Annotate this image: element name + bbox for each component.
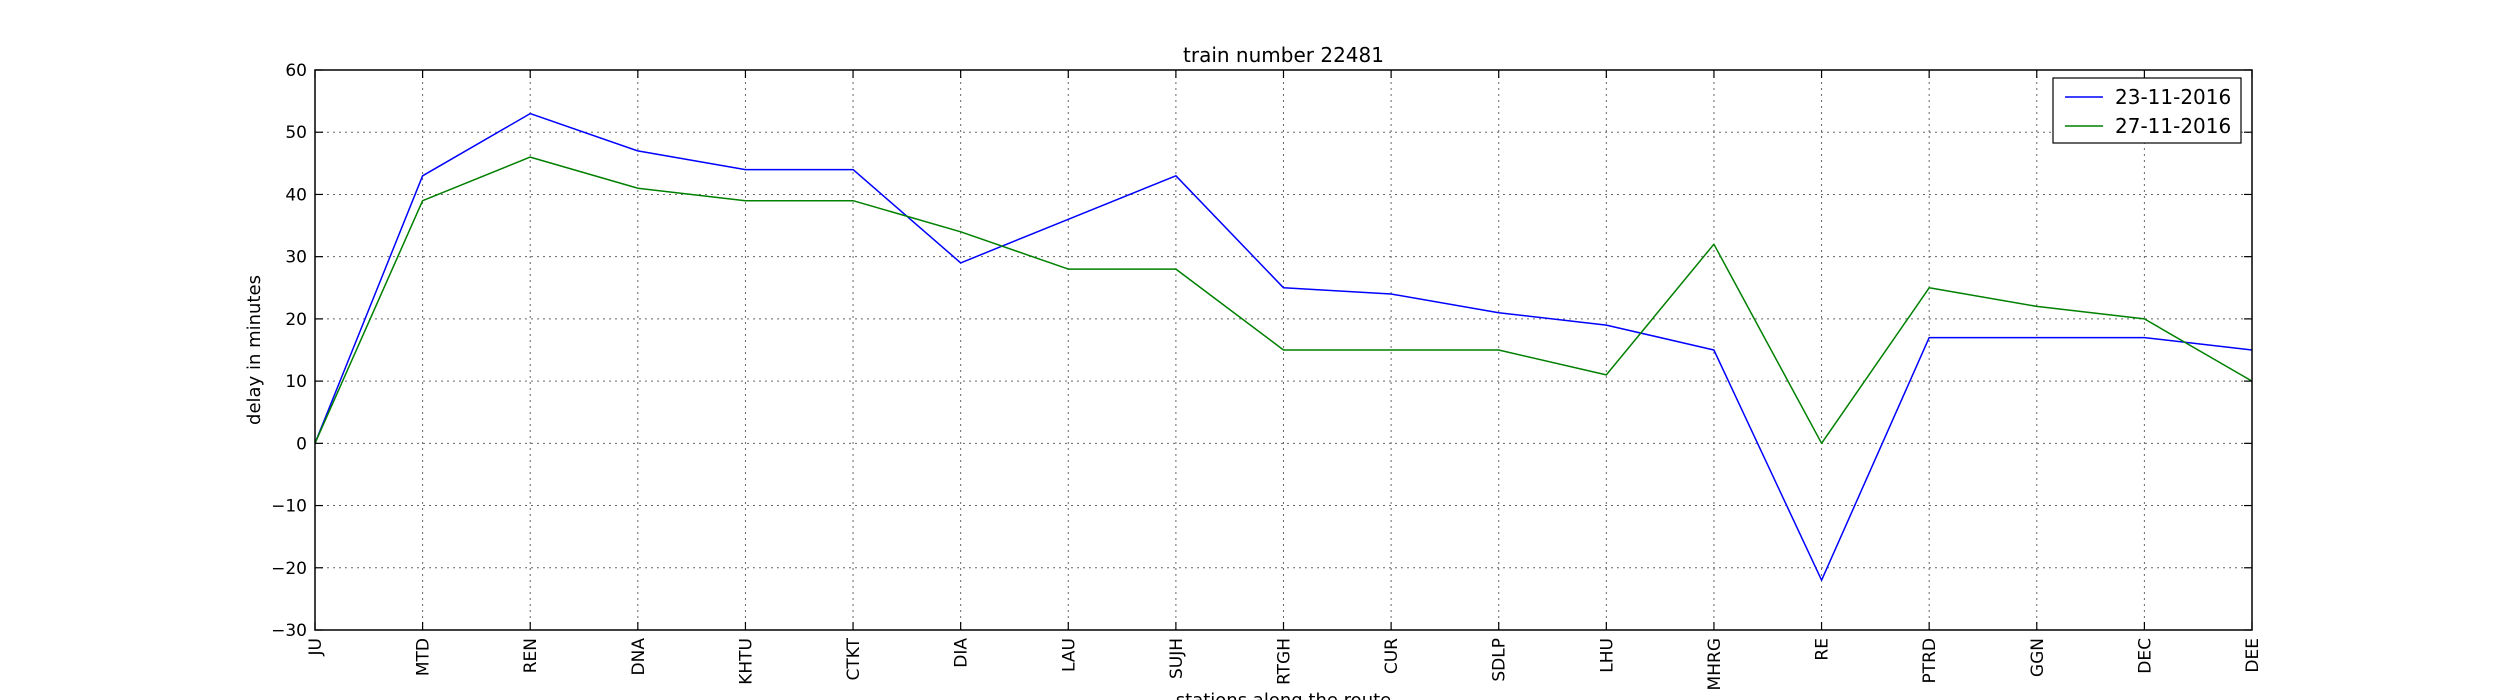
legend: 23-11-2016 27-11-2016 <box>2052 77 2242 144</box>
series-lines <box>314 112 2253 581</box>
y-tick-label: −30 <box>271 621 307 641</box>
y-tick-label: 60 <box>285 61 307 81</box>
legend-entry: 27-11-2016 <box>2115 114 2231 138</box>
y-tick-label: 40 <box>285 185 307 205</box>
x-tick-label: PTRD <box>1920 638 1940 684</box>
x-tick-label: JU <box>306 638 326 656</box>
y-tick-label: 10 <box>285 372 307 392</box>
x-tick-label: LHU <box>1597 638 1617 673</box>
x-tick-label: KHTU <box>736 638 756 685</box>
x-tick-label: REN <box>521 638 541 673</box>
y-tick-label: 0 <box>296 434 307 454</box>
y-axis-label: delay in minutes <box>244 275 265 425</box>
x-tick-label: GGN <box>2028 638 2048 677</box>
x-tick-label: MHRG <box>1705 638 1725 690</box>
grid-lines <box>315 70 2252 630</box>
x-tick-label: DEC <box>2135 638 2155 674</box>
y-tick-label: −20 <box>271 559 307 579</box>
x-tick-label: LAU <box>1059 638 1079 672</box>
legend-box <box>2052 77 2242 144</box>
x-tick-label: DIA <box>952 638 972 668</box>
y-tick-label: 30 <box>285 248 307 268</box>
x-tick-label: RTGH <box>1275 638 1295 685</box>
legend-entry: 23-11-2016 <box>2115 85 2231 109</box>
x-tick-label: SDLP <box>1490 638 1510 682</box>
chart-title: train number 22481 <box>1183 43 1384 67</box>
series-line <box>314 112 2253 581</box>
series-line <box>314 156 2253 445</box>
x-tick-label: DNA <box>629 638 649 676</box>
x-axis-ticks: JU MTD REN DNA KHTU CTKT DIA LAU SUJH RTGH CUR SDLP… <box>306 70 2263 690</box>
x-tick-label: SUJH <box>1167 638 1187 679</box>
x-tick-label: CUR <box>1382 638 1402 674</box>
x-tick-label: DEE <box>2243 638 2263 673</box>
y-tick-label: 50 <box>285 123 307 143</box>
x-tick-label: MTD <box>414 638 434 676</box>
y-tick-label: 20 <box>285 310 307 330</box>
y-axis-ticks: −30 −20 −10 0 10 20 30 40 50 60 <box>271 61 2252 641</box>
x-axis-label: stations along the route <box>1176 690 1391 700</box>
x-tick-label: RE <box>1813 638 1833 661</box>
y-tick-label: −10 <box>271 497 307 517</box>
x-tick-label: CTKT <box>844 637 864 680</box>
